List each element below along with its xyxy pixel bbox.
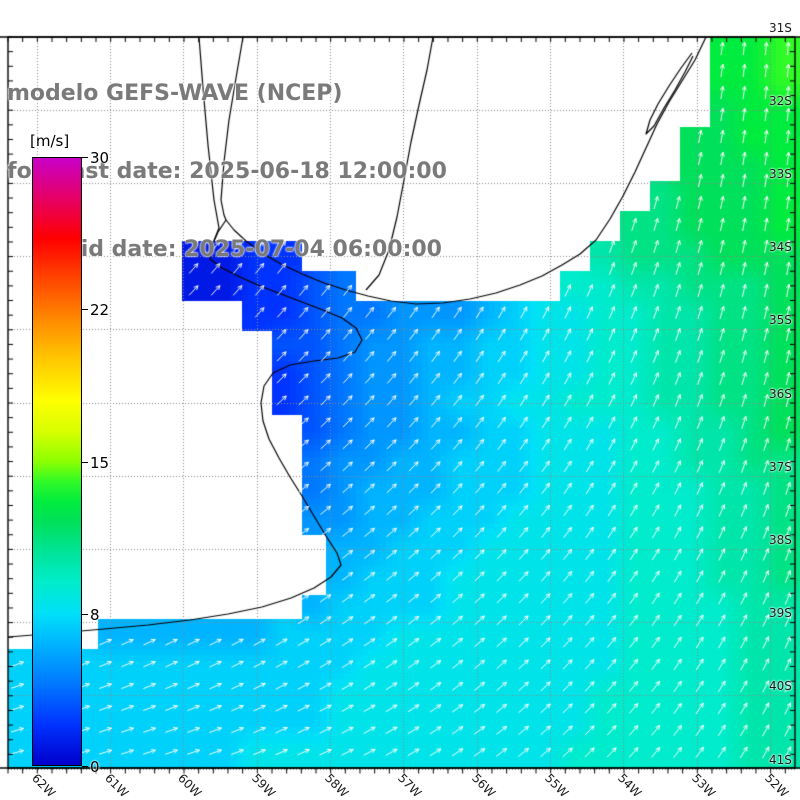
colorbar-tick-mark bbox=[82, 157, 88, 158]
colorbar-tick-mark bbox=[82, 766, 88, 767]
colorbar-tick-mark bbox=[82, 613, 88, 615]
lat-label: 34S bbox=[769, 240, 792, 255]
colorbar-gradient bbox=[32, 157, 82, 766]
lat-label: 35S bbox=[769, 313, 792, 328]
colorbar-tick-label: 15 bbox=[90, 453, 110, 472]
lat-label: 36S bbox=[769, 386, 792, 401]
colorbar-tick-mark bbox=[82, 309, 88, 311]
lat-label: 41S bbox=[769, 752, 792, 767]
colorbar-unit-label: [m/s] bbox=[30, 132, 70, 150]
lat-label: 39S bbox=[769, 606, 792, 621]
lat-label: 38S bbox=[769, 533, 792, 547]
lat-label: 31S bbox=[769, 20, 792, 35]
lat-label: 37S bbox=[769, 459, 792, 474]
model-title: modelo GEFS-WAVE (NCEP) bbox=[7, 81, 343, 106]
colorbar-tick-label: 0 bbox=[90, 758, 100, 776]
colorbar-tick-label: 8 bbox=[90, 605, 100, 624]
colorbar-tick-mark bbox=[82, 461, 88, 463]
colorbar-tick-label: 30 bbox=[90, 149, 110, 167]
lat-label: 40S bbox=[769, 679, 792, 694]
lat-label: 33S bbox=[769, 167, 792, 181]
colorbar-tick-label: 22 bbox=[90, 301, 110, 320]
lat-label: 32S bbox=[769, 93, 792, 108]
